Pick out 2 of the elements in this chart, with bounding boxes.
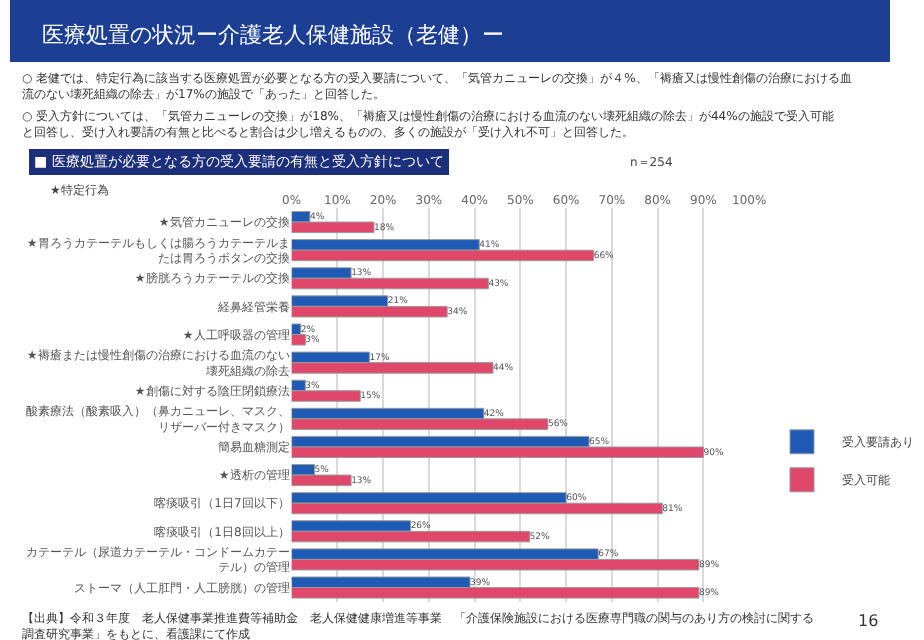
chart-title: 医療処置の状況ー介護老人保健施設（老健）ー: [41, 21, 504, 48]
text: 16: [858, 612, 879, 630]
